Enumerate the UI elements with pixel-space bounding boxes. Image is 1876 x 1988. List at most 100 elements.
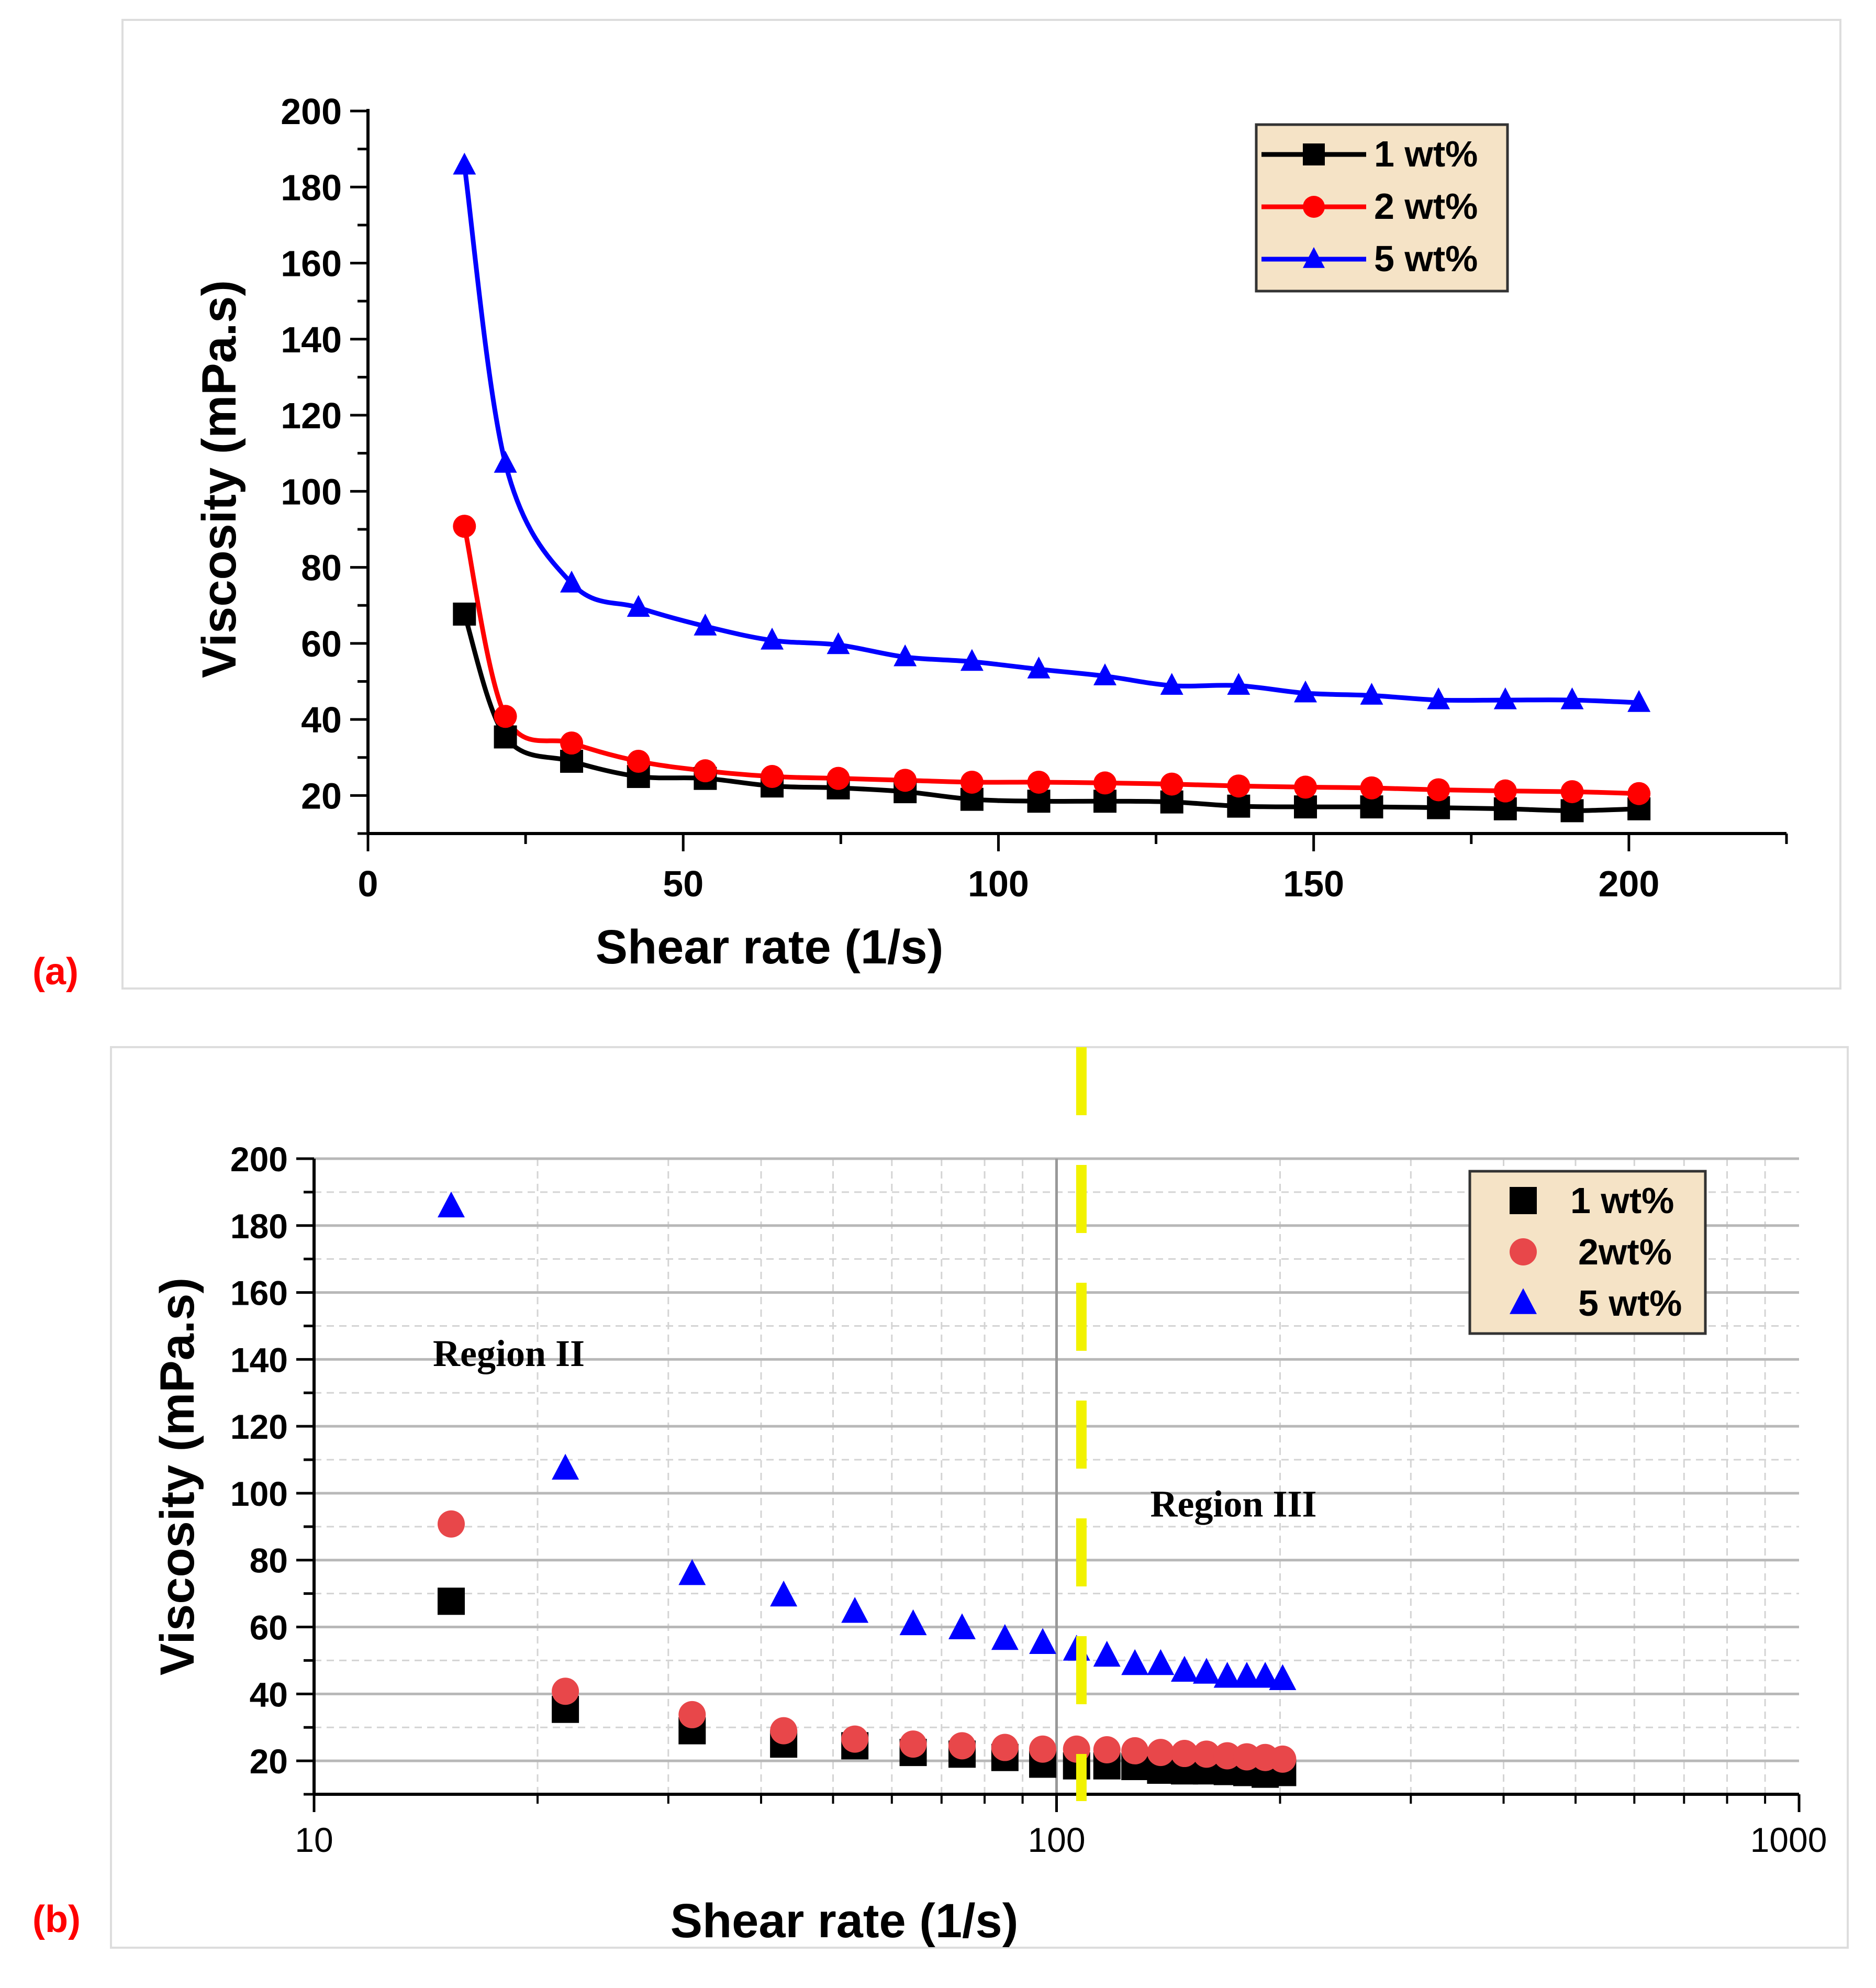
- panel-b-y-tick-label: 60: [250, 1608, 288, 1647]
- panel-a-marker-square: [1294, 795, 1317, 819]
- panel-a-marker-triangle: [1160, 673, 1183, 695]
- panel-b-y-tick-label: 80: [250, 1541, 288, 1580]
- panel-a-legend-1wt: 1 wt%: [1374, 134, 1478, 174]
- region-iii-label: Region III: [1150, 1483, 1316, 1525]
- panel-a-marker-triangle: [1627, 690, 1651, 712]
- panel-a-legend-marker: [1303, 196, 1325, 218]
- panel-a-marker-square: [1227, 794, 1250, 818]
- panel-b-y-tick-label: 40: [250, 1675, 288, 1714]
- panel-b-y-tick-label: 120: [230, 1407, 288, 1446]
- panel-b-marker-circle: [1269, 1745, 1297, 1773]
- panel-a-marker-circle: [1560, 780, 1584, 804]
- panel-a-marker-triangle: [1093, 663, 1116, 685]
- panel-b-marker-triangle: [1233, 1662, 1260, 1688]
- panel-a-y-tick-labels: 20 40 60 80 100 120 140 160 180 200: [281, 91, 342, 816]
- panel-b-y-axis-label: Viscosity (mPa.s): [151, 1278, 204, 1675]
- panel-a-marker-triangle: [494, 451, 517, 473]
- panel-a-marker-circle: [761, 765, 784, 788]
- panel-a-x-axis-label: Shear rate (1/s): [596, 920, 944, 974]
- panel-b-marker-circle: [1170, 1740, 1198, 1768]
- panel-b-legend-2wt: 2wt%: [1578, 1231, 1672, 1272]
- panel-b-marker-circle: [1213, 1742, 1241, 1770]
- panel-a-marker-triangle: [1360, 683, 1383, 705]
- panel-b-marker-triangle: [1170, 1656, 1198, 1682]
- panel-b: 20 40 60 80 100 120 140 160 180 200 10 100 1000 Reg…: [32, 1046, 1849, 1949]
- panel-a-y-tick-label: 60: [301, 624, 342, 664]
- panel-b-legend-marker: [1510, 1288, 1537, 1314]
- panel-a-marker-circle: [453, 515, 476, 538]
- panel-a-x-tick-label: 100: [968, 863, 1029, 904]
- panel-a-x-tick-label: 200: [1598, 863, 1659, 904]
- panel-a-y-tick-label: 160: [281, 243, 342, 284]
- panel-a-marker-triangle: [560, 570, 584, 593]
- panel-b-marker-circle: [991, 1734, 1019, 1761]
- panel-a-x-tick-label: 150: [1283, 863, 1344, 904]
- panel-b-marker-triangle: [1029, 1628, 1057, 1654]
- panel-b-y-tick-label: 200: [230, 1140, 288, 1179]
- panel-a-marker-circle: [494, 705, 517, 728]
- panel-b-legend-1wt: 1 wt%: [1570, 1180, 1674, 1221]
- panel-b-label: (b): [32, 1898, 81, 1940]
- panel-a-marker-circle: [694, 759, 717, 783]
- panel-b-y-tick-label: 140: [230, 1340, 288, 1379]
- panel-b-legend-marker: [1510, 1238, 1537, 1265]
- panel-b-marker-triangle: [552, 1453, 579, 1480]
- panel-a-y-tick-label: 40: [301, 699, 342, 740]
- panel-b-y-tick-labels: 20 40 60 80 100 120 140 160 180 200: [230, 1140, 288, 1781]
- panel-b-axes: [296, 1157, 1801, 1812]
- panel-b-marker-circle: [899, 1730, 927, 1758]
- panel-a-marker-triangle: [453, 152, 476, 175]
- panel-a-legend-marker: [1303, 247, 1325, 268]
- panel-a-marker-circle: [894, 769, 917, 792]
- panel-a-marker-triangle: [1560, 687, 1584, 709]
- panel-a-y-tick-label: 180: [281, 167, 342, 208]
- panel-b-marker-triangle: [1213, 1662, 1241, 1688]
- panel-a-frame: [121, 19, 1841, 990]
- panel-a-marker-triangle: [827, 632, 850, 654]
- panel-b-marker-triangle: [1269, 1664, 1297, 1690]
- panel-a-y-tick-label: 80: [301, 548, 342, 588]
- panel-a-marker-triangle: [627, 595, 650, 617]
- panel-a-x-tick-label: 50: [663, 863, 704, 904]
- panel-a-marker-circle: [1294, 775, 1317, 799]
- panel-a-legend-marker: [1303, 143, 1325, 165]
- panel-a-marker-circle: [1427, 778, 1450, 802]
- panel-b-marker-circle: [1147, 1739, 1175, 1767]
- panel-a-x-tick-labels: 0 50 100 150 200: [358, 863, 1660, 904]
- panel-a-marker-circle: [560, 731, 584, 755]
- panel-a-y-tick-label: 200: [281, 91, 342, 132]
- panel-b-marker-triangle: [437, 1191, 465, 1218]
- panel-a-marker-triangle: [761, 627, 784, 650]
- panel-b-marker-triangle: [1252, 1662, 1279, 1688]
- panel-b-marker-triangle: [948, 1613, 976, 1639]
- panel-b-marker-triangle: [678, 1559, 706, 1585]
- panel-b-x-tick-labels: 10 100 1000: [295, 1820, 1827, 1859]
- panel-a-marker-circle: [1227, 774, 1250, 798]
- panel-b-marker-circle: [841, 1725, 869, 1753]
- panel-a-marker-circle: [960, 770, 984, 794]
- panel-b-marker-triangle: [899, 1609, 927, 1636]
- panel-b-marker-triangle: [841, 1597, 869, 1623]
- panel-b-x-tick-label: 10: [295, 1820, 333, 1859]
- panel-a-y-tick-label: 120: [281, 395, 342, 436]
- panel-a-marker-triangle: [1027, 656, 1051, 679]
- panel-b-marker-circle: [678, 1701, 706, 1728]
- panel-b-marker-triangle: [1121, 1649, 1149, 1675]
- panel-b-y-tick-label: 180: [230, 1207, 288, 1246]
- panel-b-x-tick-label: 100: [1028, 1820, 1085, 1859]
- panel-a-marker-square: [494, 725, 517, 749]
- panel-b-marker-circle: [948, 1732, 976, 1760]
- panel-b-markers: [437, 1191, 1297, 1788]
- panel-a-label: (a): [32, 951, 79, 993]
- panel-b-marker-square: [437, 1587, 465, 1615]
- panel-b-marker-circle: [1093, 1736, 1121, 1764]
- panel-a-y-tick-label: 20: [301, 775, 342, 816]
- panel-a-legend: 1 wt% 2 wt% 5 wt%: [1255, 123, 1509, 293]
- panel-a-y-tick-label: 100: [281, 471, 342, 512]
- panel-b-y-tick-label: 20: [250, 1742, 288, 1781]
- panel-b-legend: 1 wt% 2wt% 5 wt%: [1468, 1170, 1707, 1335]
- panel-a-marker-circle: [627, 750, 650, 773]
- panel-a-marker-circle: [1493, 779, 1517, 803]
- panel-a-marker-triangle: [694, 613, 717, 636]
